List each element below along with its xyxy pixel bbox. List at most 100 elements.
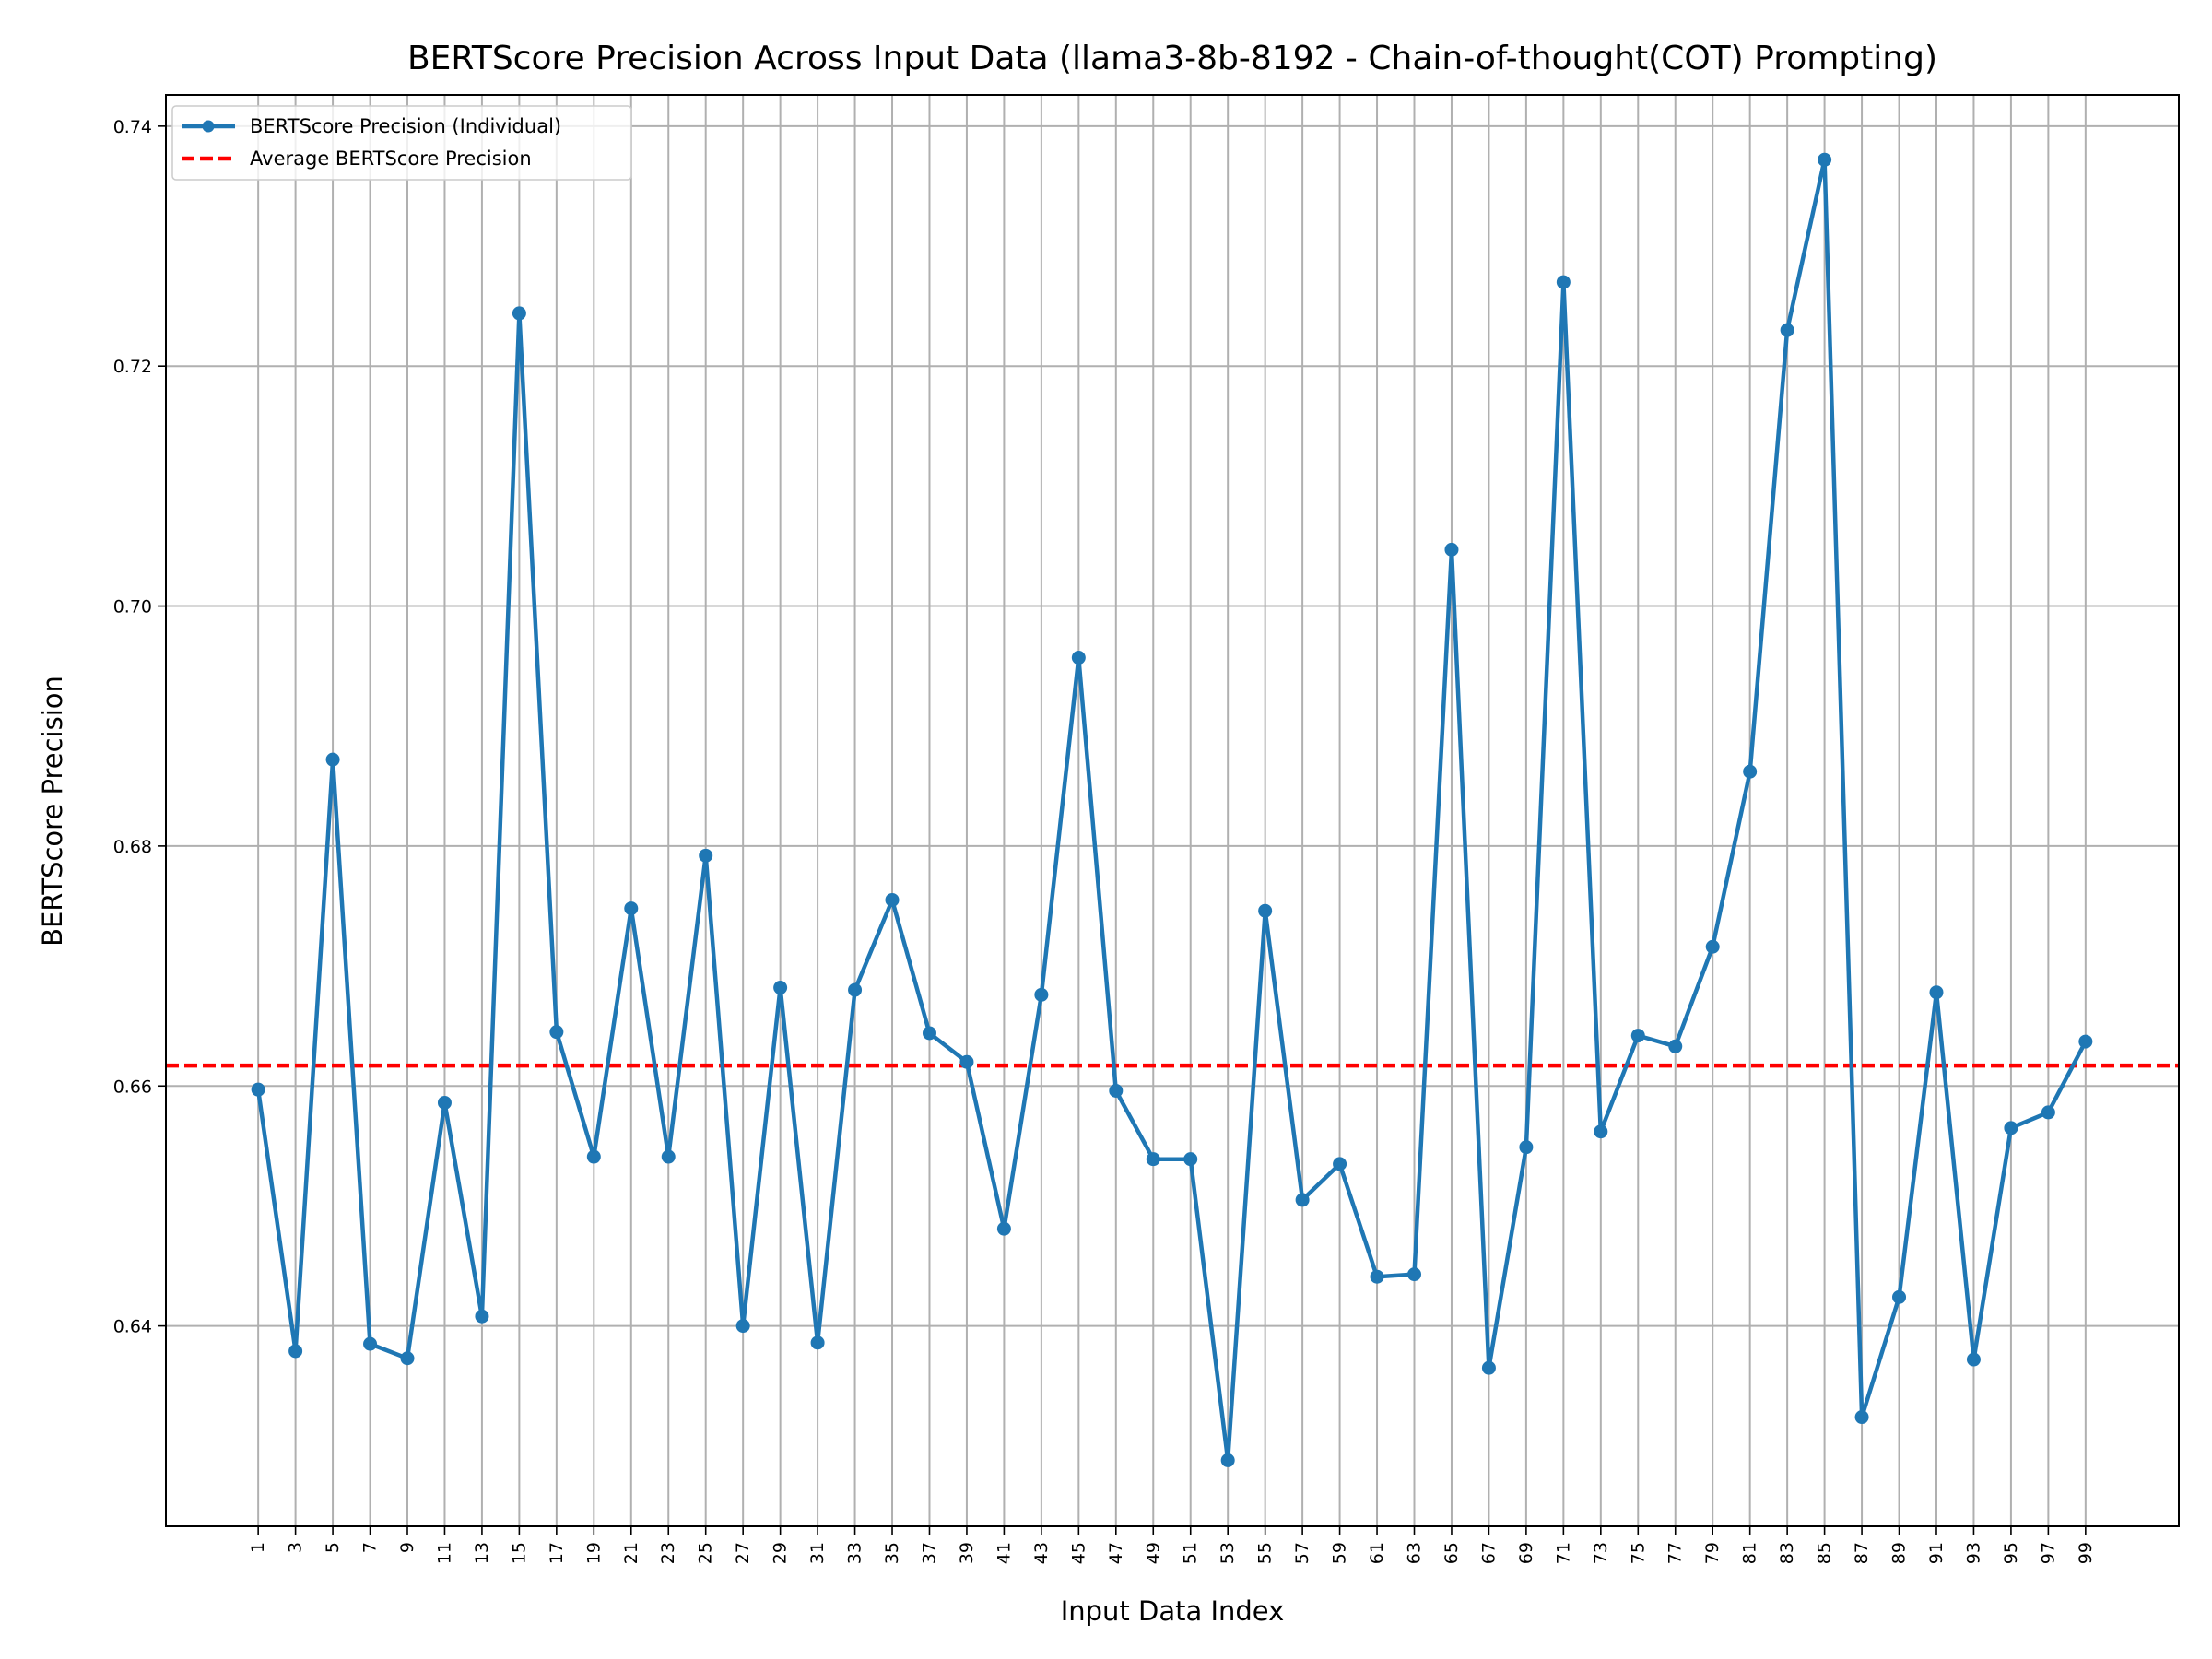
x-tick-label: 69 [1516, 1542, 1536, 1564]
x-tick-label: 7 [360, 1542, 381, 1553]
x-tick-label: 97 [2038, 1542, 2058, 1564]
data-point [773, 981, 788, 995]
x-tick-label: 11 [434, 1542, 454, 1564]
data-point [848, 982, 863, 997]
data-point [1146, 1152, 1160, 1167]
x-axis-title: Input Data Index [1061, 1595, 1285, 1627]
x-tick-label: 37 [919, 1542, 939, 1564]
x-tick-label: 25 [696, 1542, 716, 1564]
legend-marker-individual [202, 120, 215, 133]
x-tick-label: 43 [1031, 1542, 1052, 1564]
data-point [1818, 152, 1832, 167]
y-axis-title: BERTScore Precision [37, 676, 68, 947]
x-tick-label: 63 [1405, 1542, 1425, 1564]
x-tick-label: 51 [1181, 1542, 1201, 1564]
x-tick-label: 1 [248, 1542, 268, 1553]
legend-label-average: Average BERTScore Precision [250, 147, 532, 170]
data-point [325, 752, 340, 767]
data-point [586, 1149, 601, 1164]
data-point [1594, 1124, 1608, 1139]
x-tick-label: 3 [286, 1542, 306, 1553]
data-point [1519, 1140, 1534, 1155]
data-point [363, 1336, 378, 1351]
data-point [1705, 939, 1720, 954]
x-tick-label: 67 [1478, 1542, 1499, 1564]
data-point [2078, 1034, 2093, 1049]
data-point [1034, 987, 1049, 1002]
data-point [1220, 1453, 1235, 1467]
y-tick-label: 0.68 [113, 837, 152, 857]
data-point [549, 1025, 564, 1040]
data-point [1258, 903, 1273, 918]
data-point [2041, 1105, 2055, 1120]
x-tick-label: 35 [882, 1542, 902, 1564]
data-point [1892, 1289, 1907, 1304]
data-point [288, 1344, 303, 1359]
data-point [1556, 275, 1571, 289]
data-point [1295, 1193, 1310, 1207]
x-tick-label: 65 [1441, 1542, 1462, 1564]
grid-lines [166, 95, 2179, 1526]
data-point [1966, 1352, 1981, 1367]
data-point [512, 306, 526, 321]
data-point [251, 1082, 265, 1097]
x-tick-label: 61 [1367, 1542, 1387, 1564]
x-tick-label: 13 [472, 1542, 492, 1564]
y-tick-label: 0.64 [113, 1317, 152, 1337]
x-tick-label: 47 [1106, 1542, 1126, 1564]
x-tick-label: 15 [509, 1542, 529, 1564]
data-point [1929, 985, 1944, 1000]
data-point [2004, 1121, 2018, 1135]
x-tick-label: 75 [1628, 1542, 1648, 1564]
data-point [1630, 1029, 1645, 1043]
x-tick-label: 55 [1255, 1542, 1276, 1564]
x-tick-label: 81 [1740, 1542, 1760, 1564]
x-tick-label: 41 [994, 1542, 1014, 1564]
data-point [1071, 651, 1086, 665]
x-tick-label: 29 [771, 1542, 791, 1564]
legend-box [171, 105, 632, 181]
series-layer [251, 152, 2093, 1467]
x-tick-label: 5 [323, 1542, 343, 1553]
data-point [1333, 1157, 1347, 1171]
x-tick-label: 45 [1068, 1542, 1088, 1564]
data-point [1444, 542, 1459, 557]
x-tick-label: 99 [2076, 1542, 2096, 1564]
data-point [1183, 1152, 1198, 1167]
data-point [1481, 1360, 1496, 1375]
data-point [1743, 764, 1758, 779]
y-axis-ticks: 0.64 0.66 0.68 0.70 0.72 0.74 [113, 117, 166, 1337]
data-point [1109, 1083, 1124, 1098]
data-point [1780, 323, 1794, 337]
legend: BERTScore Precision (Individual) Average… [171, 105, 632, 181]
chart-title: BERTScore Precision Across Input Data (l… [407, 40, 1937, 77]
legend-label-individual: BERTScore Precision (Individual) [250, 115, 561, 137]
data-point [1370, 1269, 1384, 1284]
y-tick-label: 0.66 [113, 1077, 152, 1097]
x-tick-label: 9 [397, 1542, 418, 1553]
data-point [699, 848, 713, 863]
data-point [959, 1054, 974, 1069]
x-tick-label: 87 [1852, 1542, 1872, 1564]
data-point [437, 1095, 452, 1110]
x-tick-label: 23 [658, 1542, 678, 1564]
data-point [475, 1309, 489, 1324]
data-point [996, 1221, 1011, 1236]
y-tick-label: 0.70 [113, 597, 152, 618]
x-tick-label: 93 [1963, 1542, 1983, 1564]
x-tick-label: 77 [1665, 1542, 1686, 1564]
x-tick-label: 39 [957, 1542, 977, 1564]
x-tick-label: 89 [1889, 1542, 1910, 1564]
x-tick-label: 27 [733, 1542, 753, 1564]
data-point [735, 1319, 750, 1334]
data-point [922, 1026, 936, 1041]
data-point [885, 892, 900, 907]
series-line-individual [255, 158, 2088, 1463]
y-tick-label: 0.74 [113, 117, 152, 137]
x-tick-label: 57 [1292, 1542, 1312, 1564]
x-tick-label: 49 [1143, 1542, 1163, 1564]
x-axis-ticks: 1 3 5 7 9 11 13 15 17 19 21 23 25 27 29 31 33 35 37 39 41 43 4… [248, 1526, 2096, 1564]
x-tick-label: 19 [583, 1542, 604, 1564]
